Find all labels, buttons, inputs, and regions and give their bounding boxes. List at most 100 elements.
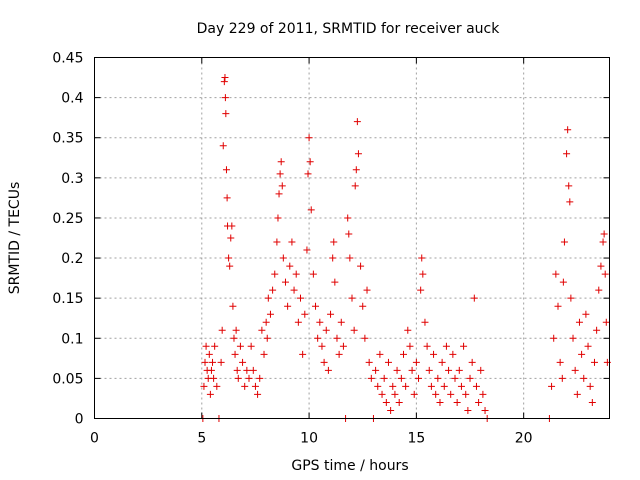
data-point <box>320 358 328 366</box>
y-tick-label: 0.45 <box>52 51 83 67</box>
y-tick-label: 0.15 <box>52 291 83 307</box>
data-point <box>303 246 311 254</box>
y-tick-label: 0.2 <box>61 251 83 267</box>
data-point <box>278 182 286 190</box>
data-point <box>307 206 315 214</box>
plot-frame <box>94 57 610 419</box>
grid-layer <box>94 57 610 419</box>
data-point <box>552 270 560 278</box>
data-point <box>404 326 412 334</box>
data-point <box>352 166 360 174</box>
data-point <box>294 318 302 326</box>
data-point <box>475 398 483 406</box>
data-point <box>408 366 416 374</box>
data-point <box>573 390 581 398</box>
data-point <box>256 374 264 382</box>
data-point <box>466 374 474 382</box>
data-point <box>563 150 571 158</box>
data-point <box>274 214 282 222</box>
data-point <box>301 310 309 318</box>
data-point <box>601 270 609 278</box>
data-point <box>586 382 594 390</box>
data-point <box>564 126 572 134</box>
data-point <box>275 190 283 198</box>
data-point <box>590 358 598 366</box>
data-point <box>206 390 214 398</box>
data-point <box>387 406 395 414</box>
data-point <box>477 366 485 374</box>
data-point <box>357 262 365 270</box>
data-point <box>410 390 418 398</box>
data-point <box>419 270 427 278</box>
data-point <box>210 374 218 382</box>
data-point <box>331 278 339 286</box>
data-point <box>376 350 384 358</box>
data-point <box>455 366 463 374</box>
data-point <box>571 366 579 374</box>
data-point <box>599 238 607 246</box>
data-point <box>223 194 231 202</box>
data-point <box>367 374 375 382</box>
y-tick-label: 0.3 <box>61 171 83 187</box>
y-tick-label: 0 <box>75 412 84 428</box>
data-point <box>438 358 446 366</box>
data-point <box>554 302 562 310</box>
data-point <box>217 358 225 366</box>
data-point <box>254 390 262 398</box>
data-point <box>299 350 307 358</box>
data-point <box>292 270 300 278</box>
data-point <box>258 326 266 334</box>
data-point <box>322 326 330 334</box>
data-point <box>575 318 583 326</box>
data-point <box>290 286 298 294</box>
data-point <box>284 302 292 310</box>
data-point <box>279 254 287 262</box>
data-point <box>211 342 219 350</box>
data-point <box>327 310 335 318</box>
data-point <box>273 238 281 246</box>
data-point <box>595 286 603 294</box>
data-point <box>378 390 386 398</box>
data-point <box>329 254 337 262</box>
data-point <box>462 390 470 398</box>
y-tick-label: 0.05 <box>52 371 83 387</box>
data-point <box>372 366 380 374</box>
data-point <box>384 358 392 366</box>
data-point <box>425 366 433 374</box>
data-point <box>569 334 577 342</box>
data-point <box>400 350 407 358</box>
data-point <box>324 366 332 374</box>
data-point <box>348 294 356 302</box>
x-tick-label: 0 <box>90 431 99 447</box>
data-point <box>457 382 465 390</box>
data-point <box>234 374 242 382</box>
data-point <box>445 366 453 374</box>
data-point <box>228 222 236 230</box>
data-point <box>281 278 289 286</box>
data-point <box>374 382 382 390</box>
data-point <box>245 374 253 382</box>
data-point <box>415 374 423 382</box>
data-point <box>393 366 401 374</box>
data-point <box>230 334 238 342</box>
data-point <box>353 118 361 126</box>
data-point <box>389 382 397 390</box>
data-point <box>468 358 476 366</box>
data-point <box>260 350 268 358</box>
data-point <box>213 382 221 390</box>
data-point <box>205 350 213 358</box>
data-point <box>479 390 487 398</box>
data-point <box>266 310 274 318</box>
data-point <box>382 398 390 406</box>
y-axis-label: SRMTID / TECUs <box>7 182 23 295</box>
data-point <box>249 366 257 374</box>
data-point <box>232 326 240 334</box>
data-point <box>227 234 235 242</box>
data-point <box>236 342 244 350</box>
data-point <box>481 406 489 414</box>
data-point <box>402 382 410 390</box>
data-point <box>297 294 304 302</box>
data-point <box>395 398 403 406</box>
data-point <box>333 334 341 342</box>
data-point <box>345 230 353 238</box>
